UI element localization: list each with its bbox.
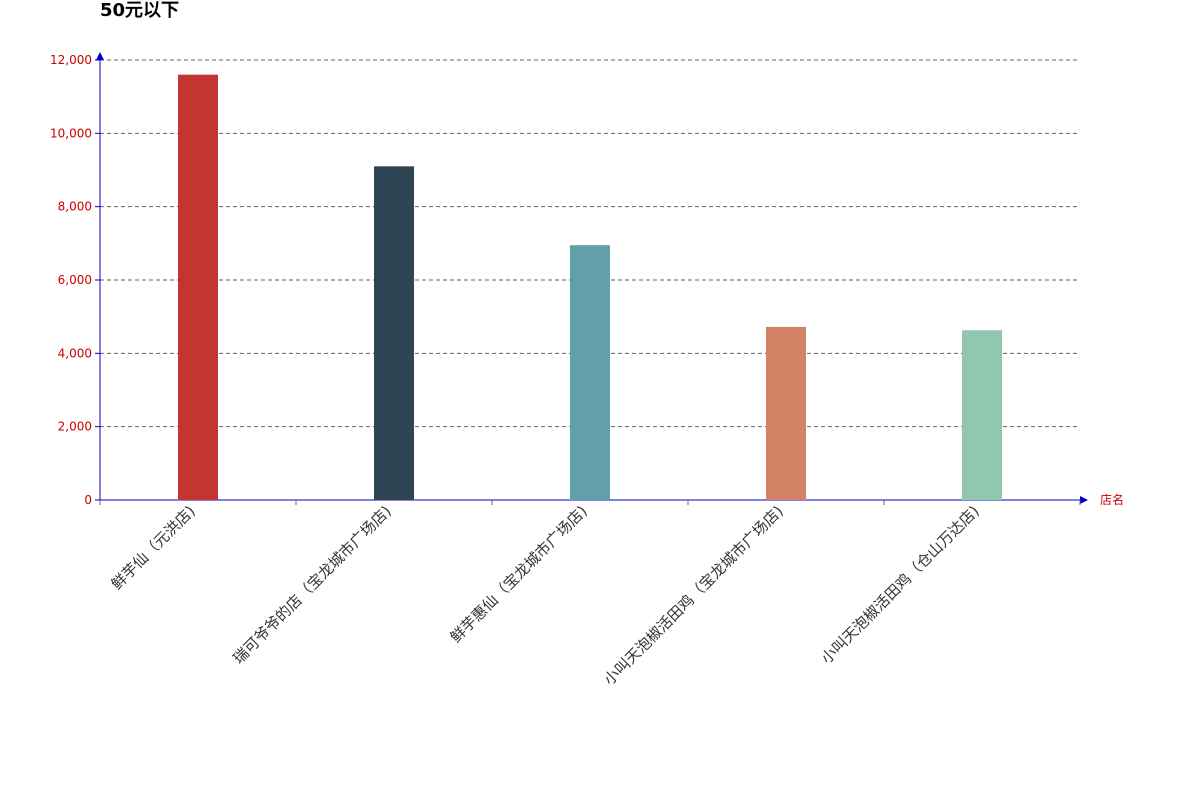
x-tick-label: 小叫天泡椒活田鸡（宝龙城市广场店) <box>600 502 787 689</box>
bar <box>374 166 414 501</box>
x-tick-label: 鲜芋仙（元洪店) <box>108 502 199 593</box>
bar <box>962 330 1002 500</box>
bar <box>766 326 806 500</box>
x-tick-label: 小叫天泡椒活田鸡（仓山万达店) <box>817 502 982 667</box>
x-axis-label: 店名 <box>1100 492 1124 507</box>
y-tick-label: 8,000 <box>58 200 92 214</box>
y-axis-arrow <box>96 52 104 60</box>
chart-title: 50元以下 <box>100 0 180 21</box>
y-tick-label: 4,000 <box>58 346 92 360</box>
bar <box>178 74 218 501</box>
x-tick-label: 鲜芋惠仙（宝龙城市广场店) <box>447 502 591 646</box>
x-axis-arrow <box>1080 496 1088 504</box>
bar <box>570 245 610 500</box>
y-tick-label: 2,000 <box>58 420 92 434</box>
x-tick-label: 瑞可爷爷的店（宝龙城市广场店) <box>229 502 394 667</box>
y-tick-label: 0 <box>84 493 92 507</box>
y-tick-label: 10,000 <box>50 126 92 140</box>
y-tick-label: 12,000 <box>50 53 92 67</box>
y-tick-label: 6,000 <box>58 273 92 287</box>
